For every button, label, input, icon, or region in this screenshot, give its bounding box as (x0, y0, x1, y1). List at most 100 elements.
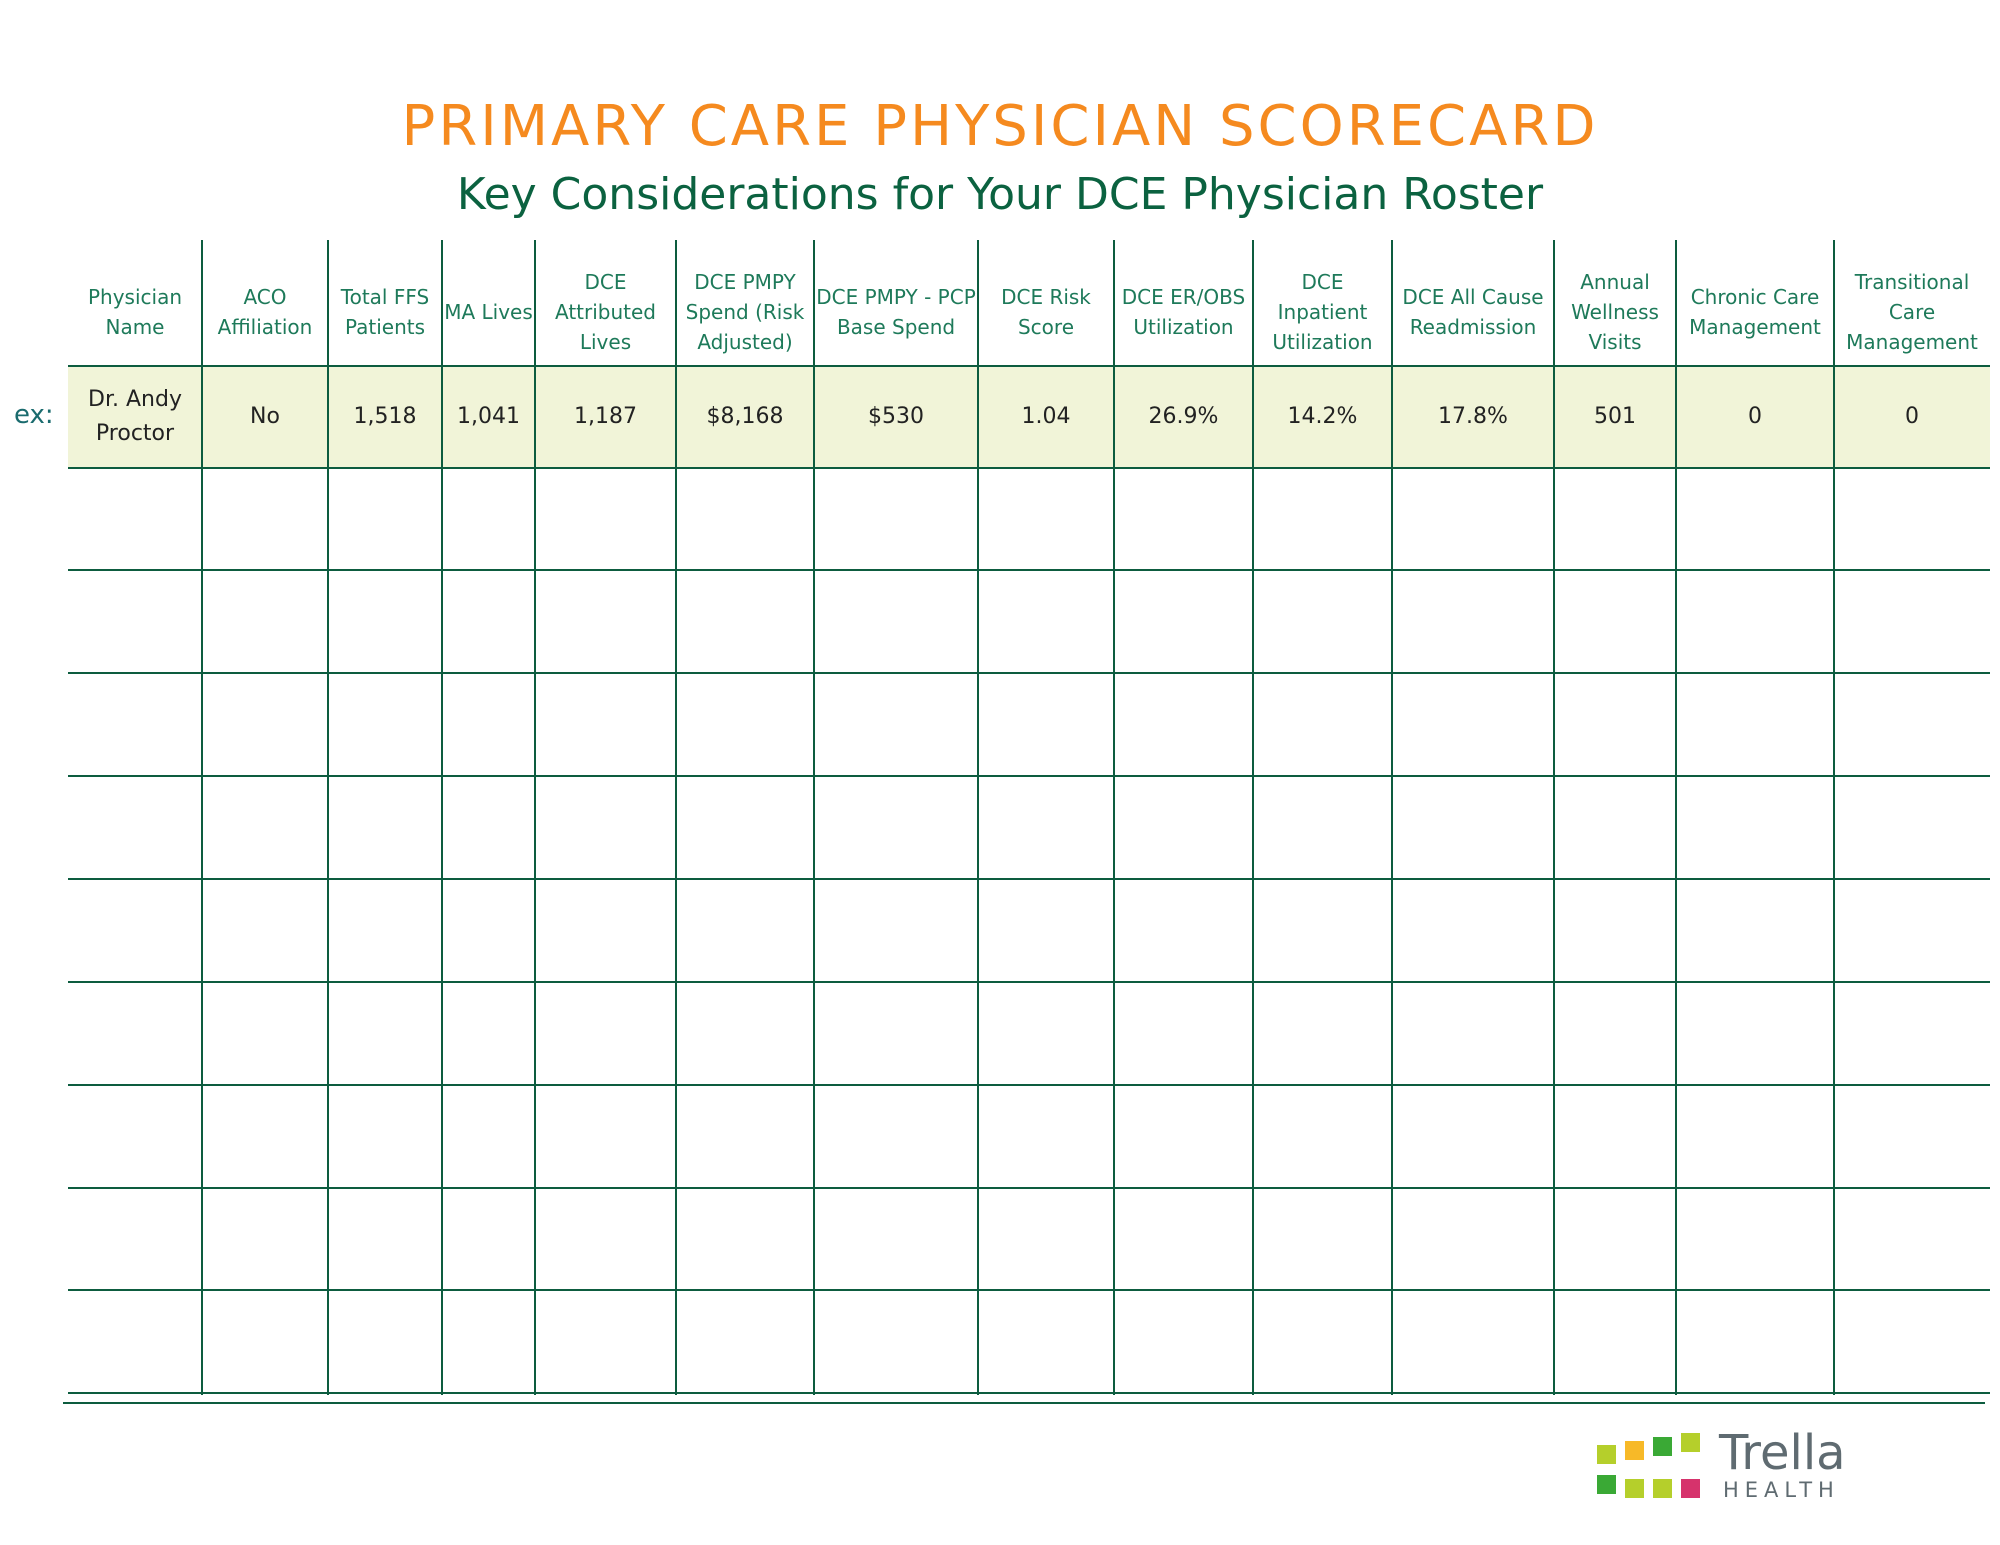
empty-cell[interactable] (1678, 1190, 1832, 1288)
empty-cell[interactable] (204, 1087, 326, 1186)
empty-cell[interactable] (678, 470, 812, 568)
empty-cell[interactable] (1116, 984, 1251, 1083)
empty-cell[interactable] (1678, 1087, 1832, 1186)
empty-cell[interactable] (1255, 470, 1390, 568)
empty-cell[interactable] (537, 778, 674, 877)
empty-cell[interactable] (1116, 675, 1251, 774)
empty-cell[interactable] (1394, 675, 1552, 774)
empty-cell[interactable] (444, 984, 533, 1083)
empty-cell[interactable] (204, 675, 326, 774)
empty-cell[interactable] (816, 1087, 976, 1186)
empty-cell[interactable] (678, 984, 812, 1083)
empty-cell[interactable] (1836, 470, 1988, 568)
empty-cell[interactable] (816, 572, 976, 671)
empty-cell[interactable] (678, 1292, 812, 1391)
empty-cell[interactable] (1836, 1190, 1988, 1288)
empty-cell[interactable] (678, 881, 812, 980)
empty-cell[interactable] (1836, 984, 1988, 1083)
empty-cell[interactable] (816, 470, 976, 568)
empty-cell[interactable] (1394, 1190, 1552, 1288)
empty-cell[interactable] (1556, 1087, 1674, 1186)
empty-cell[interactable] (678, 572, 812, 671)
empty-cell[interactable] (1678, 572, 1832, 671)
empty-cell[interactable] (980, 1087, 1112, 1186)
empty-cell[interactable] (816, 675, 976, 774)
empty-cell[interactable] (537, 1190, 674, 1288)
empty-cell[interactable] (1116, 1190, 1251, 1288)
empty-cell[interactable] (1116, 1292, 1251, 1391)
empty-cell[interactable] (1255, 675, 1390, 774)
empty-cell[interactable] (1678, 778, 1832, 877)
empty-cell[interactable] (816, 1292, 976, 1391)
empty-cell[interactable] (70, 675, 200, 774)
empty-cell[interactable] (537, 572, 674, 671)
empty-cell[interactable] (1678, 1292, 1832, 1391)
empty-cell[interactable] (1836, 778, 1988, 877)
empty-cell[interactable] (1836, 881, 1988, 980)
empty-cell[interactable] (1556, 675, 1674, 774)
empty-cell[interactable] (1556, 572, 1674, 671)
empty-cell[interactable] (678, 675, 812, 774)
empty-cell[interactable] (537, 1292, 674, 1391)
empty-cell[interactable] (980, 1190, 1112, 1288)
empty-cell[interactable] (444, 1292, 533, 1391)
empty-cell[interactable] (1394, 881, 1552, 980)
empty-cell[interactable] (1394, 984, 1552, 1083)
empty-cell[interactable] (678, 1087, 812, 1186)
empty-cell[interactable] (1556, 470, 1674, 568)
empty-cell[interactable] (537, 881, 674, 980)
empty-cell[interactable] (1556, 881, 1674, 980)
empty-cell[interactable] (1556, 778, 1674, 877)
empty-cell[interactable] (816, 984, 976, 1083)
empty-cell[interactable] (1255, 1190, 1390, 1288)
empty-cell[interactable] (444, 1087, 533, 1186)
empty-cell[interactable] (1556, 1190, 1674, 1288)
empty-cell[interactable] (1116, 470, 1251, 568)
empty-cell[interactable] (537, 984, 674, 1083)
empty-cell[interactable] (980, 984, 1112, 1083)
empty-cell[interactable] (330, 778, 440, 877)
empty-cell[interactable] (1255, 1087, 1390, 1186)
empty-cell[interactable] (70, 1190, 200, 1288)
empty-cell[interactable] (1394, 1292, 1552, 1391)
empty-cell[interactable] (537, 470, 674, 568)
empty-cell[interactable] (1556, 1292, 1674, 1391)
empty-cell[interactable] (537, 675, 674, 774)
empty-cell[interactable] (1678, 675, 1832, 774)
empty-cell[interactable] (444, 778, 533, 877)
empty-cell[interactable] (1255, 984, 1390, 1083)
empty-cell[interactable] (204, 1292, 326, 1391)
empty-cell[interactable] (444, 1190, 533, 1288)
empty-cell[interactable] (330, 572, 440, 671)
empty-cell[interactable] (1394, 470, 1552, 568)
empty-cell[interactable] (330, 470, 440, 568)
empty-cell[interactable] (1678, 470, 1832, 568)
empty-cell[interactable] (678, 778, 812, 877)
empty-cell[interactable] (1116, 1087, 1251, 1186)
empty-cell[interactable] (816, 1190, 976, 1288)
empty-cell[interactable] (444, 675, 533, 774)
empty-cell[interactable] (1678, 881, 1832, 980)
empty-cell[interactable] (70, 1292, 200, 1391)
empty-cell[interactable] (1836, 1087, 1988, 1186)
empty-cell[interactable] (1836, 675, 1988, 774)
empty-cell[interactable] (204, 778, 326, 877)
empty-cell[interactable] (1116, 572, 1251, 671)
empty-cell[interactable] (444, 881, 533, 980)
empty-cell[interactable] (204, 881, 326, 980)
empty-cell[interactable] (816, 778, 976, 877)
empty-cell[interactable] (204, 572, 326, 671)
empty-cell[interactable] (1836, 572, 1988, 671)
empty-cell[interactable] (330, 675, 440, 774)
empty-cell[interactable] (1394, 778, 1552, 877)
empty-cell[interactable] (980, 778, 1112, 877)
empty-cell[interactable] (980, 1292, 1112, 1391)
empty-cell[interactable] (1255, 881, 1390, 980)
empty-cell[interactable] (70, 572, 200, 671)
empty-cell[interactable] (444, 470, 533, 568)
empty-cell[interactable] (1255, 778, 1390, 877)
empty-cell[interactable] (1394, 1087, 1552, 1186)
empty-cell[interactable] (70, 778, 200, 877)
empty-cell[interactable] (204, 470, 326, 568)
empty-cell[interactable] (330, 1087, 440, 1186)
